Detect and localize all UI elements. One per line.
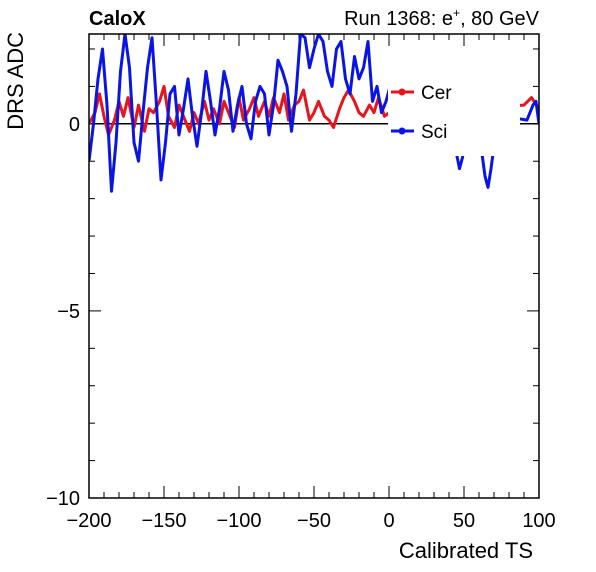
x-tick-label: 50 <box>453 510 475 532</box>
legend-sci-marker <box>398 127 406 135</box>
chart-title-right-main: Run 1368: e <box>344 8 453 30</box>
x-tick-label: 100 <box>522 510 555 532</box>
legend: Cer Sci <box>388 72 520 156</box>
x-tick-label: −100 <box>216 510 261 532</box>
legend-cer-marker <box>398 88 406 96</box>
y-tick-label: −10 <box>46 488 80 510</box>
x-tick-label: 0 <box>383 510 394 532</box>
y-tick-label: 0 <box>69 114 80 136</box>
x-tick-label: −150 <box>141 510 186 532</box>
chart-title-right-tail: , 80 GeV <box>460 8 540 30</box>
y-axis-title: DRS ADC <box>3 32 28 130</box>
x-axis-title: Calibrated TS <box>399 538 533 563</box>
chart-title-right: Run 1368: e+, 80 GeV <box>344 6 540 30</box>
y-tick-labels: −10 −5 0 <box>46 114 80 510</box>
x-tick-labels: −200 −150 −100 −50 0 50 100 <box>66 510 555 532</box>
y-tick-label: −5 <box>57 301 80 323</box>
chart-title-right-sup: + <box>453 6 460 20</box>
legend-cer-label: Cer <box>421 83 452 104</box>
legend-sci-label: Sci <box>421 122 447 143</box>
legend-box <box>388 72 520 156</box>
chart-title-left: CaloX <box>89 8 146 30</box>
x-tick-label: −200 <box>66 510 111 532</box>
x-tick-label: −50 <box>297 510 331 532</box>
plot-frame <box>88 33 540 499</box>
